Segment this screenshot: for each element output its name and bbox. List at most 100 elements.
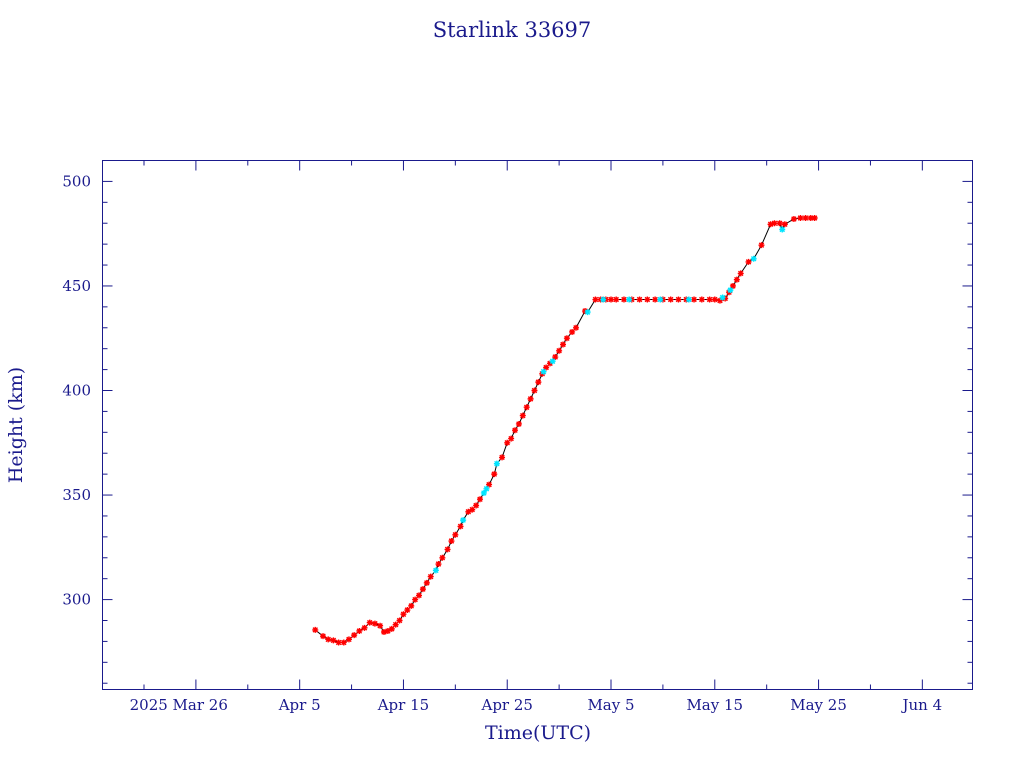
red-star-marker — [711, 296, 718, 303]
red-star-marker — [667, 296, 674, 303]
red-star-marker — [465, 508, 472, 515]
red-star-marker — [582, 308, 589, 315]
red-star-marker — [469, 506, 476, 513]
red-star-marker — [400, 611, 407, 618]
red-star-marker — [476, 496, 483, 503]
red-star-marker — [345, 636, 352, 643]
red-star-marker — [486, 481, 493, 488]
red-star-marker — [543, 364, 550, 371]
red-star-marker — [767, 221, 774, 228]
red-star-marker — [535, 379, 542, 386]
x-axis-label: Time(UTC) — [485, 722, 591, 744]
red-star-marker — [388, 625, 395, 632]
y-tick-label: 500 — [62, 172, 91, 190]
cyan-star-marker — [584, 309, 591, 316]
x-tick-label: Jun 4 — [901, 696, 943, 714]
red-star-marker — [320, 633, 327, 640]
red-star-marker — [366, 619, 373, 626]
cyan-star-marker — [432, 567, 439, 574]
data-markers — [312, 215, 818, 646]
red-star-marker — [392, 621, 399, 628]
red-star-marker — [356, 627, 363, 634]
red-star-marker — [416, 592, 423, 599]
red-star-marker — [790, 216, 797, 223]
cyan-star-marker — [493, 460, 500, 467]
red-star-marker — [733, 276, 740, 283]
red-star-marker — [675, 296, 682, 303]
red-star-marker — [361, 624, 368, 631]
red-star-marker — [613, 296, 620, 303]
cyan-star-marker — [719, 294, 726, 301]
x-tick-label: 2025 Mar 26 — [130, 696, 228, 714]
x-tick-label: May 25 — [790, 696, 847, 714]
red-star-marker — [776, 220, 783, 227]
red-star-marker — [698, 296, 705, 303]
red-star-marker — [340, 639, 347, 646]
red-star-marker — [519, 412, 526, 419]
red-star-marker — [435, 561, 442, 568]
red-star-marker — [351, 632, 358, 639]
red-star-marker — [781, 221, 788, 228]
red-star-marker — [771, 220, 778, 227]
red-star-marker — [644, 296, 651, 303]
red-star-marker — [572, 324, 579, 331]
red-star-marker — [371, 620, 378, 627]
red-star-marker — [745, 258, 752, 265]
red-star-marker — [802, 215, 809, 221]
red-star-marker — [396, 617, 403, 624]
red-star-marker — [504, 439, 511, 446]
cyan-star-marker — [483, 485, 490, 492]
y-tick-label: 300 — [62, 591, 91, 609]
red-star-marker — [444, 546, 451, 553]
cyan-star-marker — [727, 287, 734, 294]
cyan-star-marker — [480, 489, 487, 496]
red-star-marker — [531, 387, 538, 394]
red-star-marker — [569, 328, 576, 335]
red-star-marker — [811, 215, 818, 221]
red-star-marker — [512, 427, 519, 434]
x-tick-label: Apr 25 — [480, 696, 532, 714]
red-star-marker — [448, 538, 455, 545]
cyan-star-marker — [685, 296, 692, 303]
red-star-marker — [452, 531, 459, 538]
axis-tick-labels: 2025 Mar 26 Apr 5 Apr 15 Apr 25 May 5 May 15 M… — [62, 172, 942, 714]
red-star-marker — [563, 335, 570, 342]
cyan-star-marker — [460, 517, 467, 524]
red-star-marker — [335, 639, 342, 646]
axis-ticks — [102, 160, 973, 690]
red-star-marker — [807, 215, 814, 221]
plot-frame — [102, 160, 973, 690]
cyan-star-marker — [657, 296, 664, 303]
red-star-marker — [439, 554, 446, 561]
red-star-marker — [457, 523, 464, 530]
red-star-marker — [737, 270, 744, 277]
red-star-marker — [515, 420, 522, 427]
chart-title: Starlink 33697 — [433, 18, 592, 42]
red-star-marker — [325, 636, 332, 643]
red-star-marker — [652, 296, 659, 303]
red-star-marker — [547, 360, 554, 367]
red-star-marker — [552, 354, 559, 361]
red-star-marker — [620, 296, 627, 303]
red-star-marker — [797, 215, 804, 221]
red-star-marker — [523, 404, 530, 411]
y-tick-label: 450 — [62, 277, 91, 295]
red-star-marker — [636, 296, 643, 303]
red-star-marker — [408, 602, 415, 609]
cyan-star-marker — [549, 358, 556, 365]
red-star-marker — [729, 282, 736, 289]
red-star-marker — [423, 579, 430, 586]
red-star-marker — [556, 347, 563, 354]
red-star-marker — [412, 596, 419, 603]
cyan-star-marker — [626, 296, 633, 303]
cyan-star-marker — [540, 368, 547, 375]
red-star-marker — [473, 502, 480, 509]
red-star-marker — [608, 296, 615, 303]
red-star-marker — [691, 296, 698, 303]
red-star-marker — [427, 573, 434, 580]
y-tick-label: 350 — [62, 486, 91, 504]
x-tick-label: Apr 5 — [278, 696, 321, 714]
red-star-marker — [491, 471, 498, 478]
red-star-marker — [716, 297, 723, 304]
